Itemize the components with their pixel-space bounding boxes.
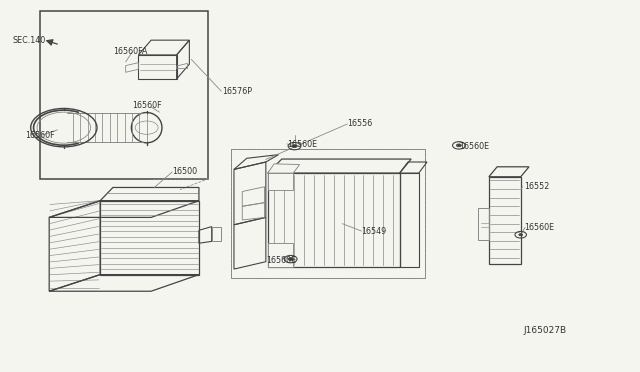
Text: 16560E: 16560E [524,223,554,232]
Text: 16500: 16500 [172,167,197,176]
Text: 16560E: 16560E [459,142,489,151]
Circle shape [519,234,523,236]
Bar [40,11,209,179]
Text: 16576P: 16576P [223,87,253,96]
Polygon shape [268,164,300,173]
Text: SEC.140: SEC.140 [13,36,46,45]
Bar [231,149,425,278]
Text: 16549: 16549 [362,227,387,235]
Text: J165027B: J165027B [524,326,567,335]
Text: 16560F: 16560F [132,101,162,110]
Circle shape [292,145,297,148]
Text: 16556: 16556 [348,119,372,128]
Text: 16560F: 16560F [26,131,55,140]
Text: 16560E: 16560E [266,256,296,265]
Text: 16552: 16552 [524,182,549,191]
Text: 16560FA: 16560FA [113,47,147,56]
Circle shape [288,258,293,260]
Polygon shape [268,243,293,267]
Text: 16560E: 16560E [287,140,317,149]
Polygon shape [268,173,293,190]
Bar [231,149,425,278]
Circle shape [456,144,461,147]
